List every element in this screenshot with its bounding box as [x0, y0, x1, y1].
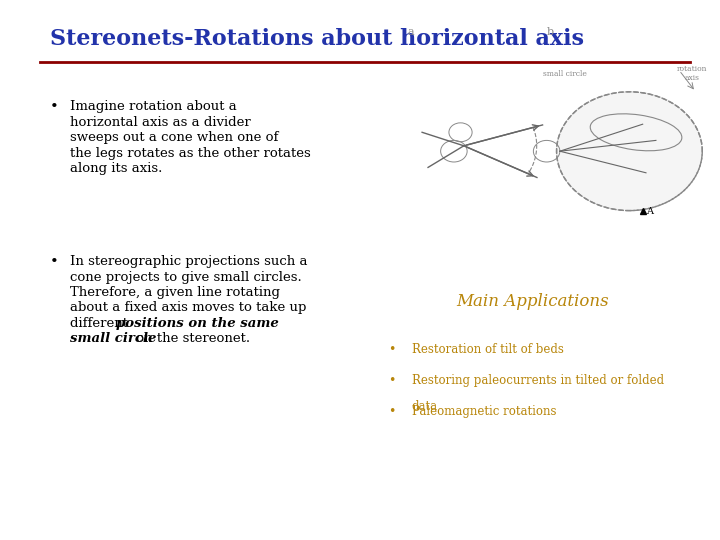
Text: small circle: small circle	[70, 333, 156, 346]
Text: the legs rotates as the other rotates: the legs rotates as the other rotates	[70, 146, 311, 159]
Text: •: •	[50, 255, 59, 269]
Text: on the stereonet.: on the stereonet.	[132, 333, 250, 346]
Text: •: •	[387, 343, 395, 356]
Text: A: A	[646, 207, 653, 216]
Text: a: a	[408, 27, 414, 37]
Text: Stereonets-Rotations about horizontal axis: Stereonets-Rotations about horizontal ax…	[50, 28, 584, 50]
Text: Main Applications: Main Applications	[456, 293, 609, 310]
Text: b: b	[546, 27, 554, 37]
Text: Restoration of tilt of beds: Restoration of tilt of beds	[412, 343, 564, 356]
Text: In stereographic projections such a: In stereographic projections such a	[70, 255, 307, 268]
Text: small circle: small circle	[543, 70, 587, 78]
Text: Restoring paleocurrents in tilted or folded: Restoring paleocurrents in tilted or fol…	[412, 374, 664, 387]
Text: different: different	[70, 317, 132, 330]
Text: •: •	[50, 100, 59, 114]
Text: horizontal axis as a divider: horizontal axis as a divider	[70, 116, 251, 129]
Text: •: •	[387, 374, 395, 387]
Circle shape	[557, 92, 702, 211]
Text: positions on the same: positions on the same	[116, 317, 279, 330]
Text: along its axis.: along its axis.	[70, 162, 163, 175]
Text: sweeps out a cone when one of: sweeps out a cone when one of	[70, 131, 279, 144]
Text: Therefore, a given line rotating: Therefore, a given line rotating	[70, 286, 280, 299]
Text: •: •	[387, 405, 395, 418]
Text: Paleomagnetic rotations: Paleomagnetic rotations	[412, 405, 557, 418]
Text: about a fixed axis moves to take up: about a fixed axis moves to take up	[70, 301, 307, 314]
Text: rotation
axis: rotation axis	[677, 65, 708, 82]
Text: cone projects to give small circles.: cone projects to give small circles.	[70, 271, 302, 284]
Text: data: data	[412, 400, 438, 413]
Text: Imagine rotation about a: Imagine rotation about a	[70, 100, 237, 113]
